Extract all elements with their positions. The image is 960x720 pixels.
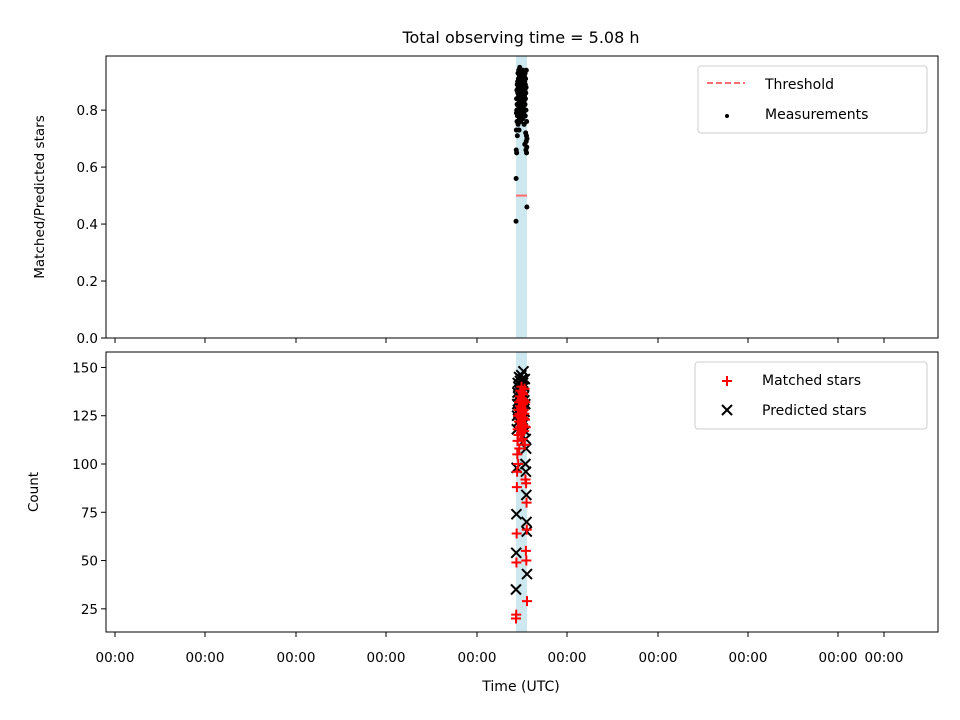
matched-star-point bbox=[517, 433, 528, 444]
bottom-y-ticks: 25 50 75 100 125 150 bbox=[72, 360, 106, 618]
top-y-ticks: 0.0 0.2 0.4 0.6 0.8 bbox=[77, 103, 106, 347]
x-tick-label: 00:00 bbox=[367, 650, 406, 666]
matched-star-point bbox=[512, 449, 523, 460]
matched-star-point bbox=[511, 609, 522, 620]
matched-star-point bbox=[522, 596, 532, 607]
matched-star-point bbox=[511, 528, 522, 539]
top-x-ticks bbox=[114, 338, 885, 343]
bottom-y-tick-label: 75 bbox=[81, 505, 98, 521]
measurements-legend-label: Measurements bbox=[765, 107, 868, 123]
matched-star-point bbox=[519, 439, 530, 450]
predicted-star-point bbox=[520, 489, 533, 501]
top-y-tick-label: 0.8 bbox=[77, 103, 98, 119]
x-tick-label: 00:00 bbox=[548, 650, 587, 666]
x-tick-label: 00:00 bbox=[865, 650, 904, 666]
top-y-tick-label: 0.4 bbox=[77, 217, 98, 233]
top-shaded-band bbox=[516, 56, 527, 338]
matched-star-point bbox=[518, 395, 529, 406]
matched-star-point bbox=[511, 482, 522, 493]
top-legend-box bbox=[697, 65, 928, 134]
measurement-point bbox=[522, 113, 528, 119]
x-axis-label: Time (UTC) bbox=[481, 679, 559, 695]
matched-legend-swatch bbox=[722, 376, 732, 386]
bottom-y-tick-label: 125 bbox=[72, 409, 98, 425]
measurement-point bbox=[524, 150, 530, 156]
measurement-point bbox=[523, 90, 529, 96]
predicted-star-point bbox=[510, 547, 522, 559]
top-ylabel: Matched/Predicted stars bbox=[32, 115, 48, 278]
x-tick-label: 00:00 bbox=[186, 650, 225, 666]
top-y-tick-label: 0.6 bbox=[77, 160, 98, 176]
chart-title: Total observing time = 5.08 h bbox=[401, 28, 639, 47]
measurement-point bbox=[524, 144, 530, 150]
measurement-point bbox=[513, 218, 519, 224]
top-measurement-points bbox=[513, 64, 530, 224]
measurement-point bbox=[514, 133, 520, 139]
bottom-shaded-band bbox=[516, 352, 527, 632]
measurement-point bbox=[523, 84, 529, 90]
top-plot-frame bbox=[105, 55, 939, 339]
predicted-star-point bbox=[520, 516, 533, 528]
matched-stars-points bbox=[511, 381, 532, 624]
predicted-star-point bbox=[520, 466, 532, 478]
measurement-point bbox=[522, 101, 528, 107]
bottom-plot-frame bbox=[105, 351, 939, 633]
matched-star-point bbox=[521, 555, 532, 566]
measurement-point bbox=[514, 150, 520, 156]
top-y-tick-label: 0.2 bbox=[77, 274, 98, 290]
measurements-legend-swatch bbox=[725, 114, 729, 118]
measurement-point bbox=[523, 76, 529, 82]
measurement-point bbox=[523, 107, 529, 113]
matched-legend-label: Matched stars bbox=[762, 373, 861, 389]
threshold-legend-label: Threshold bbox=[764, 77, 834, 93]
matched-star-point bbox=[521, 524, 532, 535]
top-y-tick-label: 0.0 bbox=[77, 331, 98, 347]
x-tick-label: 00:00 bbox=[277, 650, 316, 666]
top-panel: 0.00.20.40.60.8 Matched/Predicted stars … bbox=[32, 55, 939, 347]
bottom-y-tick-label: 25 bbox=[81, 602, 98, 618]
matched-star-point bbox=[520, 422, 531, 433]
measurement-point bbox=[524, 204, 530, 210]
measurement-point bbox=[522, 96, 528, 102]
measurement-point bbox=[523, 67, 529, 73]
measurement-point bbox=[513, 175, 519, 181]
measurement-point bbox=[524, 136, 530, 142]
predicted-star-point bbox=[510, 583, 522, 596]
matched-star-point bbox=[520, 397, 531, 408]
x-tick-label: 00:00 bbox=[729, 650, 768, 666]
predicted-legend-label: Predicted stars bbox=[762, 403, 867, 419]
predicted-legend-swatch bbox=[721, 404, 733, 416]
bottom-legend: Matched stars Predicted stars bbox=[694, 361, 928, 430]
x-tick-label: 00:00 bbox=[458, 650, 497, 666]
matched-star-point bbox=[514, 443, 525, 454]
x-tick-label: 00:00 bbox=[639, 650, 678, 666]
matched-star-point bbox=[511, 557, 522, 568]
predicted-star-point bbox=[510, 508, 523, 520]
matched-star-point bbox=[520, 545, 531, 556]
x-tick-label: 00:00 bbox=[96, 650, 135, 666]
matched-star-point bbox=[512, 466, 523, 477]
matched-star-point bbox=[519, 383, 530, 394]
bottom-ylabel: Count bbox=[26, 472, 42, 512]
matched-star-point bbox=[513, 459, 524, 469]
measurement-point bbox=[516, 127, 522, 133]
bottom-y-tick-label: 150 bbox=[72, 360, 98, 376]
matched-star-point bbox=[521, 478, 532, 489]
top-legend: Threshold Measurements bbox=[697, 65, 928, 134]
bottom-y-tick-label: 100 bbox=[72, 457, 98, 473]
measurement-point bbox=[524, 119, 530, 125]
bottom-legend-box bbox=[694, 361, 928, 430]
bottom-x-ticks: 00:00 00:00 00:00 00:00 00:00 00:00 00:00 00:00… bbox=[96, 632, 904, 666]
matched-star-point bbox=[521, 497, 532, 508]
bottom-y-tick-label: 50 bbox=[81, 554, 98, 570]
x-tick-label: 00:00 bbox=[819, 650, 858, 666]
predicted-star-point bbox=[521, 568, 533, 580]
